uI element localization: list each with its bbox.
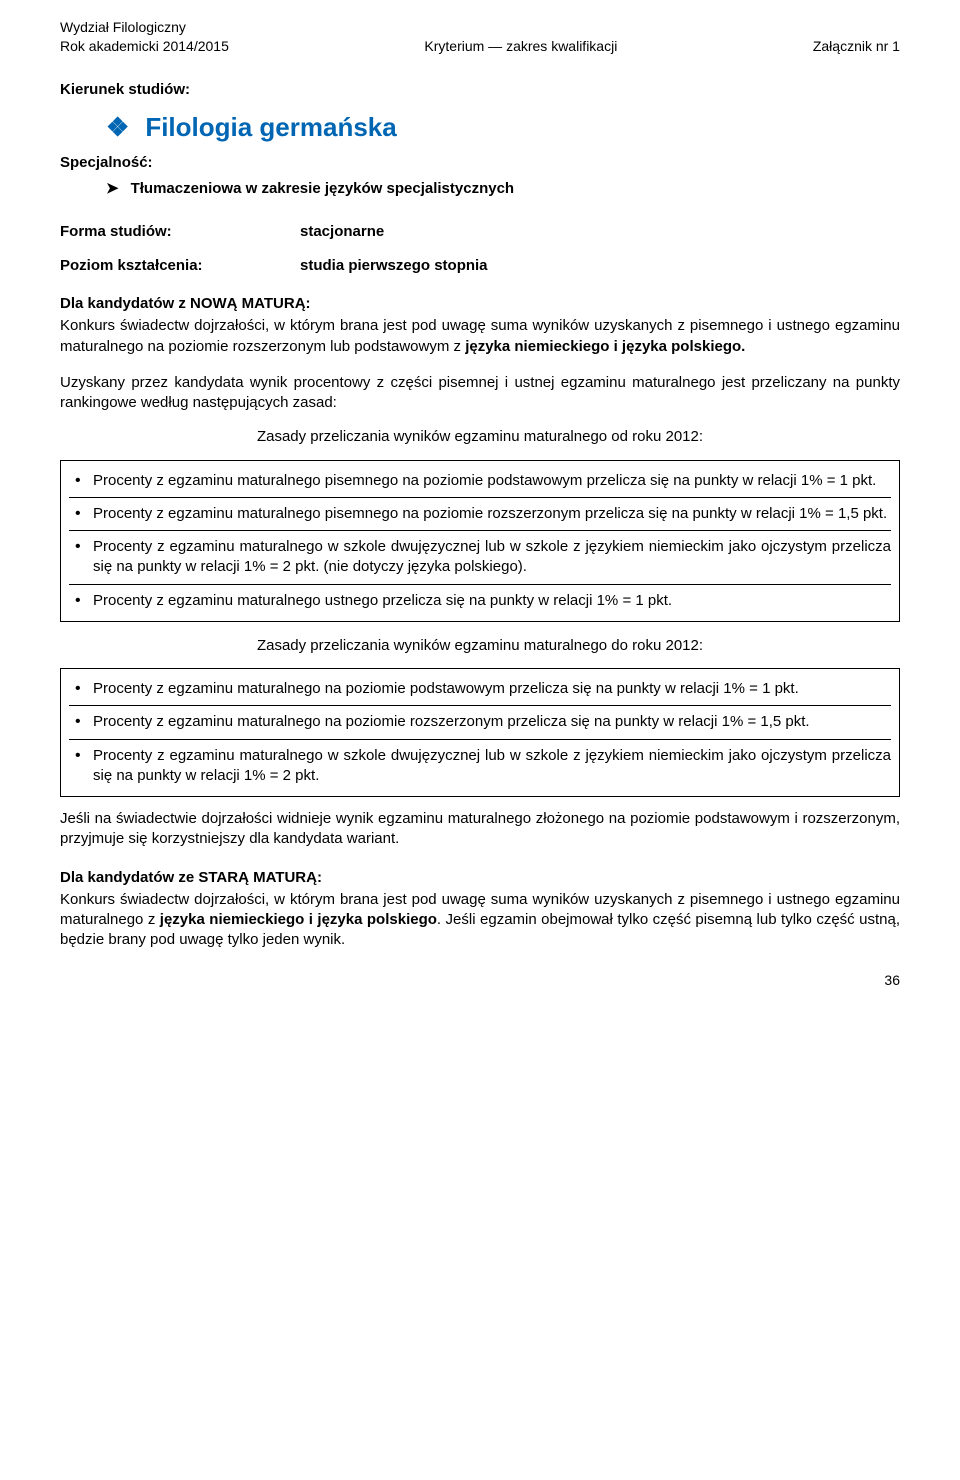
page-header: Wydział Filologiczny Rok akademicki 2014… [60,18,900,56]
stara-matura-para: Konkurs świadectw dojrzałości, w którym … [60,890,900,951]
nowa-matura-para: Konkurs świadectw dojrzałości, w którym … [60,316,900,357]
list-item: Procenty z egzaminu maturalnego w szkole… [69,530,891,584]
list-item: Procenty z egzaminu maturalnego pisemneg… [69,497,891,530]
zasady-do-2012-box: Procenty z egzaminu maturalnego na pozio… [60,668,900,797]
footer-para: Jeśli na świadectwie dojrzałości widniej… [60,809,900,850]
zasady-od-2012-box: Procenty z egzaminu maturalnego pisemneg… [60,460,900,622]
form-row: Forma studiów: stacjonarne [60,222,900,242]
nowa-matura-para2: Uzyskany przez kandydata wynik procentow… [60,373,900,414]
stara-matura-head: Dla kandydatów ze STARĄ MATURĄ: [60,868,900,888]
level-value: studia pierwszego stopnia [300,256,488,276]
spec-value-row: ➤ Tłumaczeniowa w zakresie języków specja… [106,179,900,199]
program-name: ❖ Filologia germańska [106,110,900,145]
form-label: Forma studiów: [60,222,300,242]
program-name-text: Filologia germańska [145,112,396,142]
header-center: Kryterium — zakres kwalifikacji [424,37,617,56]
list-item: Procenty z egzaminu maturalnego w szkole… [69,739,891,793]
academic-year: Rok akademicki 2014/2015 [60,37,229,56]
list-item: Procenty z egzaminu maturalnego ustnego … [69,584,891,617]
header-right: Załącznik nr 1 [813,37,900,56]
page-number: 36 [60,971,900,990]
list-item: Procenty z egzaminu maturalnego pisemneg… [69,465,891,497]
list-item: Procenty z egzaminu maturalnego na pozio… [69,705,891,738]
header-left: Wydział Filologiczny Rok akademicki 2014… [60,18,229,56]
form-value: stacjonarne [300,222,384,242]
spec-label: Specjalność: [60,153,900,173]
kierunek-label: Kierunek studiów: [60,80,900,100]
level-label: Poziom kształcenia: [60,256,300,276]
diamond-icon: ❖ [106,112,129,142]
level-row: Poziom kształcenia: studia pierwszego st… [60,256,900,276]
nowa-matura-head: Dla kandydatów z NOWĄ MATURĄ: [60,294,900,314]
arrow-icon: ➤ [106,180,119,197]
faculty-name: Wydział Filologiczny [60,18,229,37]
spec-value: Tłumaczeniowa w zakresie języków specjal… [131,180,515,197]
zasady-od-2012-title: Zasady przeliczania wyników egzaminu mat… [60,427,900,447]
zasady-do-2012-title: Zasady przeliczania wyników egzaminu mat… [60,636,900,656]
list-item: Procenty z egzaminu maturalnego na pozio… [69,673,891,705]
